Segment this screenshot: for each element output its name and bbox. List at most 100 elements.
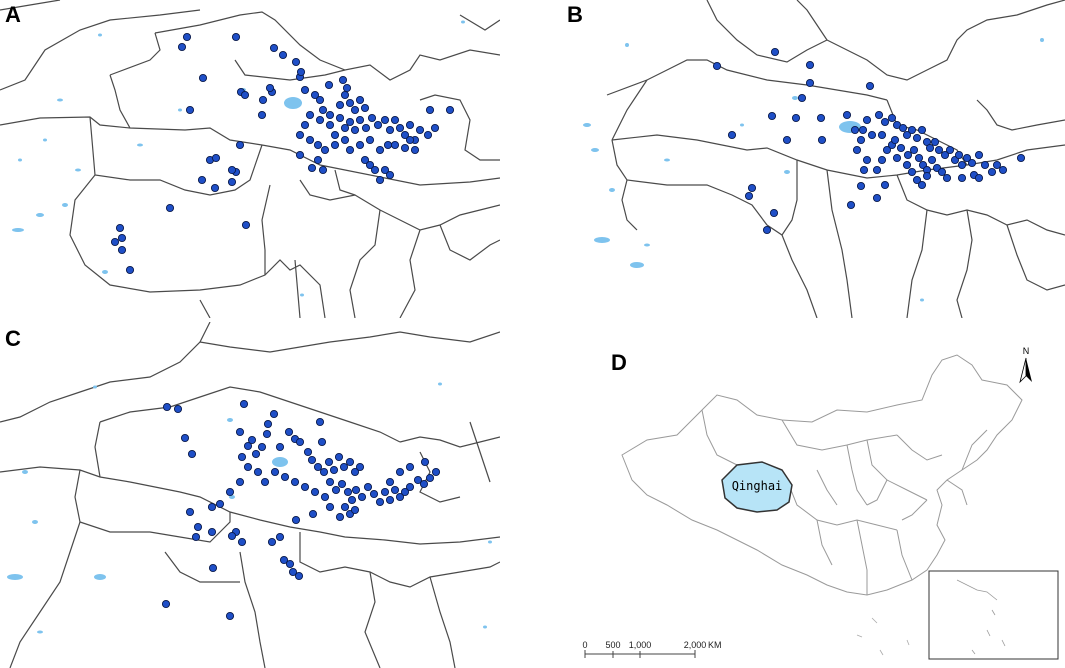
sample-point (420, 457, 430, 467)
sample-point (340, 90, 350, 100)
sample-point (957, 160, 967, 170)
sample-point (240, 90, 250, 100)
sample-point (874, 110, 884, 120)
sample-point (410, 145, 420, 155)
sample-point (782, 135, 792, 145)
sample-point (162, 402, 172, 412)
sample-point (937, 167, 947, 177)
sample-point (395, 467, 405, 477)
sample-point (744, 191, 754, 201)
sample-point (125, 265, 135, 275)
sample-point (917, 180, 927, 190)
sample-point (405, 482, 415, 492)
sample-point (310, 90, 320, 100)
sample-point (258, 95, 268, 105)
sample-point (318, 105, 328, 115)
sample-point (315, 95, 325, 105)
sample-point (425, 105, 435, 115)
sample-point (335, 113, 345, 123)
sample-point (313, 155, 323, 165)
sample-point (383, 140, 393, 150)
sample-point (360, 155, 370, 165)
north-arrow-left-half (1019, 357, 1027, 384)
sample-point (769, 208, 779, 218)
sample-point (934, 145, 944, 155)
sample-point (165, 203, 175, 213)
map-panel-a: A (0, 0, 500, 318)
sample-point (385, 495, 395, 505)
sample-point (208, 563, 218, 573)
sample-point (882, 145, 892, 155)
sample-point (423, 130, 433, 140)
map-c-borders (0, 322, 500, 668)
sample-point (345, 457, 355, 467)
sample-point (260, 477, 270, 487)
sample-point (877, 155, 887, 165)
scale-tick-1000: 1,000 (629, 640, 652, 650)
sample-point (300, 85, 310, 95)
sample-point (243, 441, 253, 451)
sample-point (917, 125, 927, 135)
sample-point (355, 95, 365, 105)
sample-point (307, 455, 317, 465)
north-arrow: N (1019, 346, 1032, 384)
sample-point (880, 117, 890, 127)
sample-point (315, 417, 325, 427)
inset-outline (956, 579, 1006, 655)
sample-point (300, 120, 310, 130)
china-outline (621, 354, 1023, 596)
sample-point (295, 130, 305, 140)
sample-point (369, 489, 379, 499)
sample-point (303, 447, 313, 457)
sample-point (361, 123, 371, 133)
sample-point (325, 502, 335, 512)
sample-point (324, 457, 334, 467)
sample-point (974, 150, 984, 160)
sample-point (187, 449, 197, 459)
sample-point (257, 110, 267, 120)
sample-point (339, 462, 349, 472)
sample-point (867, 130, 877, 140)
sample-point (762, 225, 772, 235)
sample-point (305, 135, 315, 145)
sample-point (355, 140, 365, 150)
sample-point (367, 113, 377, 123)
sample-points-a (110, 32, 455, 275)
sample-point (193, 522, 203, 532)
sample-point (770, 47, 780, 57)
sample-point (390, 140, 400, 150)
sample-point (319, 467, 329, 477)
sample-point (225, 487, 235, 497)
north-arrow-right-half (1026, 358, 1032, 382)
sample-point (380, 165, 390, 175)
sample-point (954, 150, 964, 160)
sample-point (357, 492, 367, 502)
sample-point (909, 145, 919, 155)
panel-label-c: C (5, 326, 21, 351)
sample-point (294, 571, 304, 581)
sample-point (267, 537, 277, 547)
sample-point (313, 140, 323, 150)
sample-point (747, 183, 757, 193)
sample-point (331, 485, 341, 495)
sample-point (177, 42, 187, 52)
sample-point (903, 150, 913, 160)
sample-point (351, 485, 361, 495)
sample-point (887, 113, 897, 123)
sample-point (390, 115, 400, 125)
sample-point (345, 145, 355, 155)
sample-point (930, 137, 940, 147)
sample-point (872, 165, 882, 175)
sample-point (324, 80, 334, 90)
sample-point (257, 442, 267, 452)
sample-point (350, 505, 360, 515)
sample-point (942, 173, 952, 183)
sample-point (320, 145, 330, 155)
sample-point (340, 135, 350, 145)
sample-point (197, 175, 207, 185)
south-sea-islands (856, 617, 910, 656)
map-c-lakes (7, 382, 492, 634)
panel-label-a: A (5, 2, 21, 27)
sample-point (241, 220, 251, 230)
sample-point (431, 467, 441, 477)
